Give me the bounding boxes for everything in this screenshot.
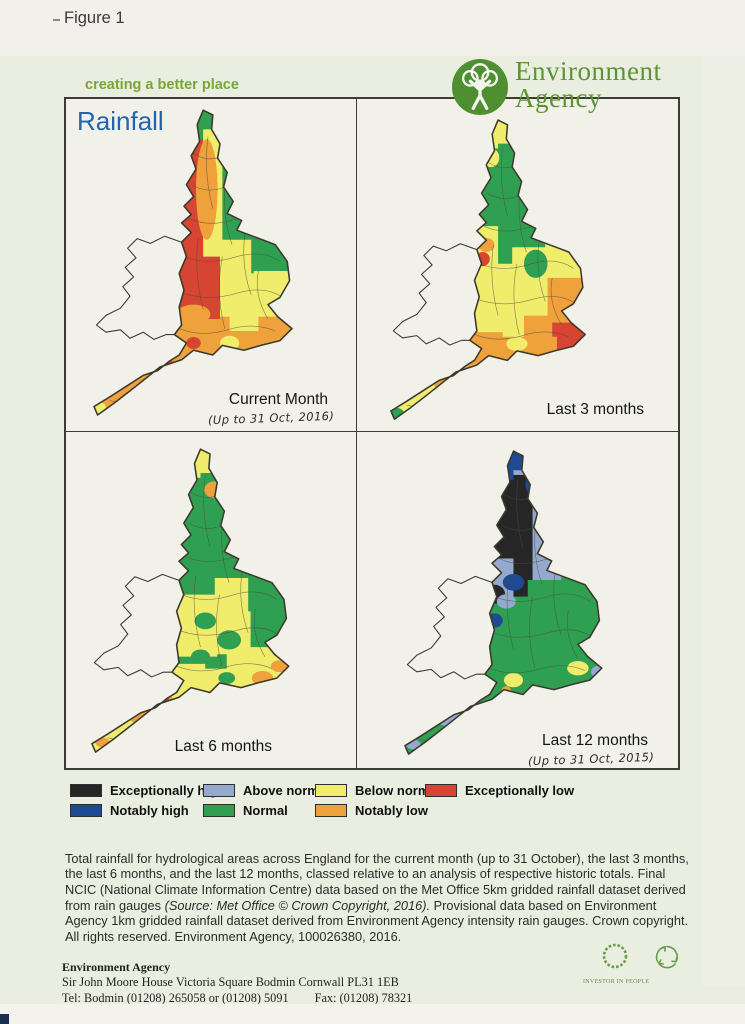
legend-item: Above normal (203, 783, 330, 798)
legend-item: Notably low (315, 803, 440, 818)
england-rainfall-map-last-3-months (390, 119, 586, 420)
map-zones (94, 110, 292, 415)
legend-label: Below normal (355, 783, 441, 798)
wales-outline (93, 573, 185, 678)
legend-swatch (70, 804, 102, 817)
legend-column: Below normal Notably low (315, 783, 440, 818)
map-label: Last 12 months (542, 732, 648, 749)
scan-right-margin (701, 56, 745, 986)
logo-wordmark: Environment Agency (515, 58, 661, 112)
map-label: Current Month (228, 391, 328, 408)
investor-in-people-logo: INVESTOR IN PEOPLE (583, 941, 650, 985)
figure-label: Figure 1 (64, 9, 125, 27)
legend-label: Above normal (243, 783, 330, 798)
legend-swatch (203, 784, 235, 797)
legend-label: Exceptionally high (110, 783, 225, 798)
england-outline (390, 119, 586, 420)
caption-part2: Provisional data based on Environment Ag… (65, 897, 689, 944)
legend-item: Below normal (315, 783, 440, 798)
scan-corner-mark (0, 1014, 9, 1024)
caption-part1: Total rainfall for hydrological areas ac… (65, 850, 689, 913)
legend-label: Notably high (110, 803, 189, 818)
england-rainfall-map-current-month (93, 109, 293, 416)
england-outline (404, 450, 603, 755)
scan-top-margin (0, 0, 745, 56)
legend-column: Exceptionally low (425, 783, 574, 798)
england-outline (91, 448, 290, 753)
footer-address: Sir John Moore House Victoria Square Bod… (62, 975, 399, 989)
legend-item: Notably high (70, 803, 225, 818)
map-zones (404, 451, 602, 755)
england-outline (93, 109, 293, 416)
scan-artifact (53, 19, 60, 21)
map-label: Last 3 months (546, 401, 644, 418)
legend-item: Exceptionally high (70, 783, 225, 798)
tree-person-icon (451, 58, 509, 116)
legend-item: Exceptionally low (425, 783, 574, 798)
panel-current-month: Rainfall Current Month (Up to 31 Oct, 20… (66, 99, 357, 432)
recycle-icon (655, 945, 678, 969)
environment-agency-logo: Environment Agency (451, 58, 661, 116)
legend-item: Normal (203, 803, 330, 818)
england-rainfall-map-last-12-months (404, 450, 603, 755)
laurel-wreath-icon (602, 943, 628, 969)
tagline: creating a better place (85, 77, 239, 93)
scan-bottom-margin (0, 1004, 745, 1024)
wales-outline (406, 575, 498, 680)
map-label: Last 6 months (174, 738, 272, 755)
map-zones (390, 120, 586, 420)
map-grid: Rainfall Current Month (Up to 31 Oct, 20… (64, 97, 680, 770)
legend-label: Normal (243, 803, 288, 818)
england-rainfall-map-last-6-months (91, 448, 290, 753)
map-zones (91, 449, 289, 753)
investor-in-people-label: INVESTOR IN PEOPLE (583, 979, 650, 985)
caption-source-italic: (Source: Met Office © Crown Copyright, 2… (164, 897, 431, 913)
legend-swatch (70, 784, 102, 797)
legend-swatch (203, 804, 235, 817)
panel-last-12-months: Last 12 months (Up to 31 Oct, 2015) (357, 432, 678, 768)
wales-outline (392, 243, 483, 346)
legend-swatch (315, 804, 347, 817)
footer-fax: Fax: (01208) 78321 (314, 990, 413, 1005)
legend-column: Exceptionally high Notably high (70, 783, 225, 818)
footer-telephone: Tel: Bodmin (01208) 265058 or (01208) 50… (62, 990, 289, 1005)
legend-label: Exceptionally low (465, 783, 575, 798)
panel-last-3-months: Last 3 months (357, 99, 678, 432)
logo-line1: Environment (515, 56, 662, 86)
panel-last-6-months: Last 6 months (66, 432, 357, 768)
logo-line2: Agency (515, 83, 602, 113)
legend-column: Above normal Normal (203, 783, 330, 818)
legend-swatch (315, 784, 347, 797)
legend-label: Notably low (355, 803, 428, 818)
footer-organisation: Environment Agency (62, 960, 171, 974)
legend-swatch (425, 784, 457, 797)
footer-contact: Tel: Bodmin (01208) 265058 or (01208) 50… (62, 991, 412, 1007)
footer-block: Environment Agency Sir John Moore House … (62, 960, 412, 1006)
page-title: Rainfall (77, 106, 164, 136)
figure-caption: Total rainfall for hydrological areas ac… (65, 851, 697, 945)
wales-outline (95, 235, 187, 340)
